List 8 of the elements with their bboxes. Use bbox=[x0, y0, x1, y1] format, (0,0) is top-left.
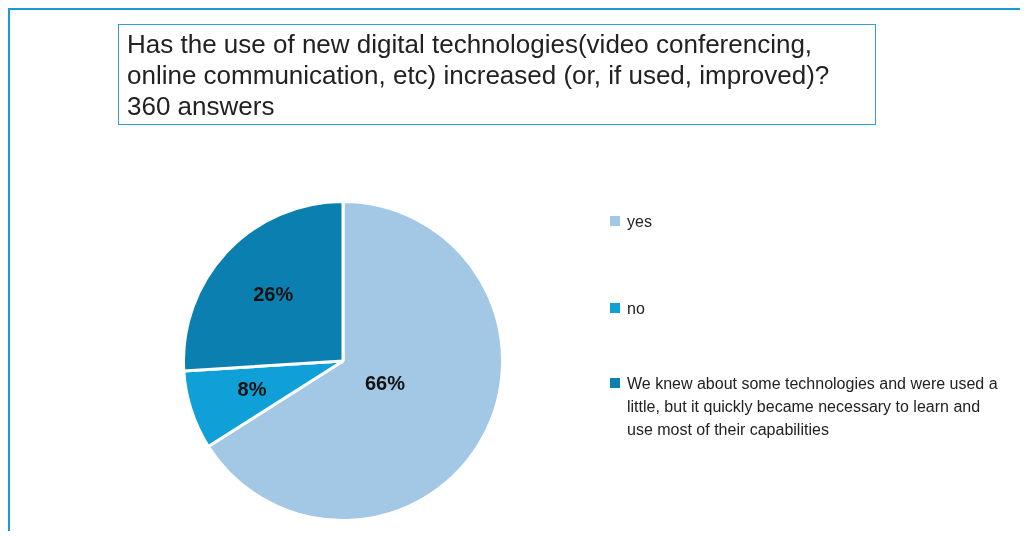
legend-label: no bbox=[627, 299, 645, 319]
data-label: 8% bbox=[237, 378, 267, 401]
data-label: 26% bbox=[253, 283, 294, 305]
data-label: 66% bbox=[364, 371, 406, 394]
legend-label: yes bbox=[627, 212, 652, 232]
chart-subtitle: 360 answers bbox=[127, 91, 276, 122]
chart-title: Has the use of new digital technologies(video conferencing, online communication, etc) increased (or, if used, improved)? bbox=[127, 29, 831, 91]
legend-label: We knew about some technologies and were used a little, but it quickly became necessary to learn and use most of their capabilities bbox=[627, 374, 999, 440]
